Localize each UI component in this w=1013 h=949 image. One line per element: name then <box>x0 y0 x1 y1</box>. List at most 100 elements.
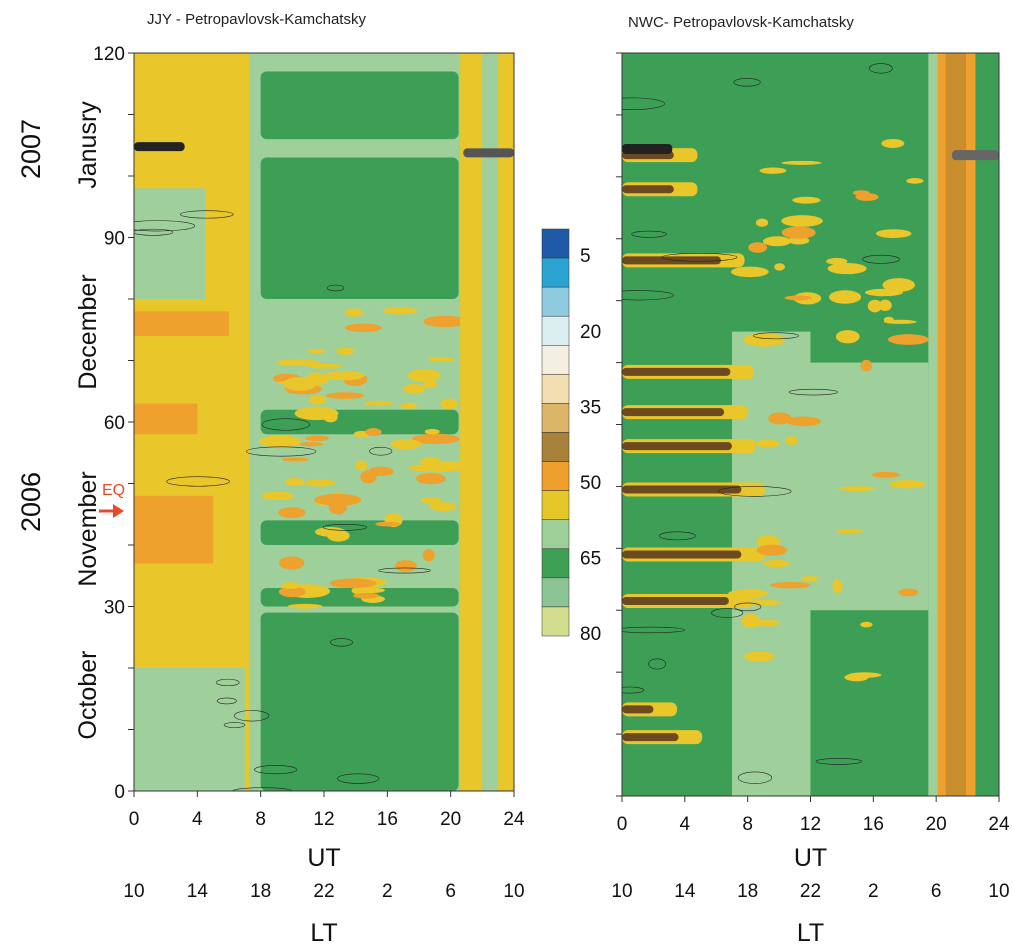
lt-tick-label: 10 <box>123 881 144 902</box>
contour-line <box>369 446 393 456</box>
region-orange <box>134 311 229 336</box>
contour-line <box>622 290 674 301</box>
contour-line <box>753 332 799 340</box>
texture-blob <box>860 621 873 628</box>
colorbar-swatch <box>541 345 570 375</box>
year-label-2006: 2006 <box>16 472 46 532</box>
month-label-november: November <box>74 471 102 586</box>
texture-blob <box>323 412 338 423</box>
contour-line <box>815 758 862 765</box>
texture-blob <box>308 395 327 405</box>
texture-blob <box>827 262 867 275</box>
texture-blob <box>412 433 460 445</box>
texture-blob <box>261 491 295 501</box>
texture-blob <box>882 278 916 292</box>
contour-line <box>216 697 237 705</box>
texture-blob <box>756 619 780 627</box>
texture-blob <box>390 439 422 450</box>
texture-blob <box>428 502 457 512</box>
texture-blob <box>287 603 323 609</box>
colorbar-label: 35 <box>580 397 601 418</box>
y-tick-label: 120 <box>93 44 125 65</box>
year-label-2007: 2007 <box>16 119 46 179</box>
texture-blob <box>883 316 894 323</box>
texture-blob <box>878 299 892 311</box>
y-tick-label: 0 <box>114 782 125 803</box>
texture-blob <box>759 167 787 174</box>
colorbar-label: 50 <box>580 473 601 494</box>
texture-blob <box>835 330 860 344</box>
colorbar: 5 20 35 50 65 80 <box>541 228 601 645</box>
band-brown <box>622 733 679 742</box>
region-dark-green <box>260 520 459 545</box>
texture-blob <box>284 478 305 486</box>
x-tick-label: 24 <box>503 809 525 830</box>
texture-blob <box>781 215 823 227</box>
band-brown <box>622 442 732 451</box>
texture-blob <box>728 589 769 598</box>
month-label-october: October <box>74 651 102 740</box>
texture-blob <box>784 436 798 445</box>
contour-line <box>261 418 310 431</box>
x-tick-label: 16 <box>377 809 398 830</box>
colorbar-swatch <box>541 315 570 346</box>
eq-label: EQ <box>102 482 125 499</box>
night-band <box>975 53 999 796</box>
texture-blob <box>424 428 440 435</box>
x-tick-label: 4 <box>192 809 203 830</box>
texture-blob <box>881 138 905 148</box>
texture-blob <box>871 471 900 478</box>
band-brown <box>622 367 731 376</box>
texture-blob <box>755 218 769 227</box>
contour-line <box>661 253 738 262</box>
contour-line <box>134 228 174 236</box>
texture-blob <box>282 457 309 462</box>
texture-blob <box>763 559 790 568</box>
x-tick-label: 0 <box>129 809 140 830</box>
texture-blob <box>755 439 780 448</box>
colorbar-swatch <box>541 461 570 491</box>
texture-blob <box>832 579 843 594</box>
texture-blob <box>423 315 467 328</box>
month-label-january: Janusry <box>74 101 102 189</box>
texture-blob <box>781 226 816 239</box>
texture-blob <box>278 586 306 598</box>
lt-tick-label: 18 <box>250 881 271 902</box>
texture-blob <box>365 428 382 437</box>
x-tick-label: 8 <box>255 809 266 830</box>
contour-line <box>134 220 196 232</box>
band-brown <box>622 185 674 194</box>
texture-blob <box>336 347 355 355</box>
texture-blob <box>422 548 435 562</box>
texture-blob <box>395 560 417 572</box>
contour-line <box>631 230 667 238</box>
colorbar-swatch <box>541 286 570 317</box>
texture-blob <box>762 236 792 247</box>
x-tick-label: 16 <box>863 814 884 835</box>
contour-line <box>216 678 240 687</box>
texture-blob <box>305 435 329 442</box>
left-heatmap <box>134 53 514 791</box>
texture-blob <box>852 190 870 196</box>
texture-blob <box>324 371 365 381</box>
region-green <box>134 188 206 299</box>
colorbar-swatch <box>541 432 570 462</box>
texture-blob <box>836 528 863 534</box>
colorbar-swatch <box>541 403 570 433</box>
lt-tick-label: 10 <box>503 881 524 902</box>
dark-stroke <box>134 142 185 152</box>
texture-blob <box>746 599 783 606</box>
x-tick-label: 20 <box>440 809 461 830</box>
texture-blob <box>786 416 822 427</box>
band-brown <box>622 705 654 714</box>
dark-stroke <box>463 148 514 158</box>
texture-blob <box>407 368 441 383</box>
texture-blob <box>283 377 317 391</box>
left-axes: 0 10 4 14 8 18 12 22 16 2 20 6 24 10 UT LT 0 30 60 90 120 <box>93 44 525 947</box>
contour-line <box>737 771 773 784</box>
band-brown <box>622 550 742 559</box>
y-tick-label: 90 <box>104 229 125 250</box>
lt-tick-label: 22 <box>313 881 334 902</box>
texture-blob <box>743 651 775 662</box>
lt-tick-label: 14 <box>187 881 209 902</box>
